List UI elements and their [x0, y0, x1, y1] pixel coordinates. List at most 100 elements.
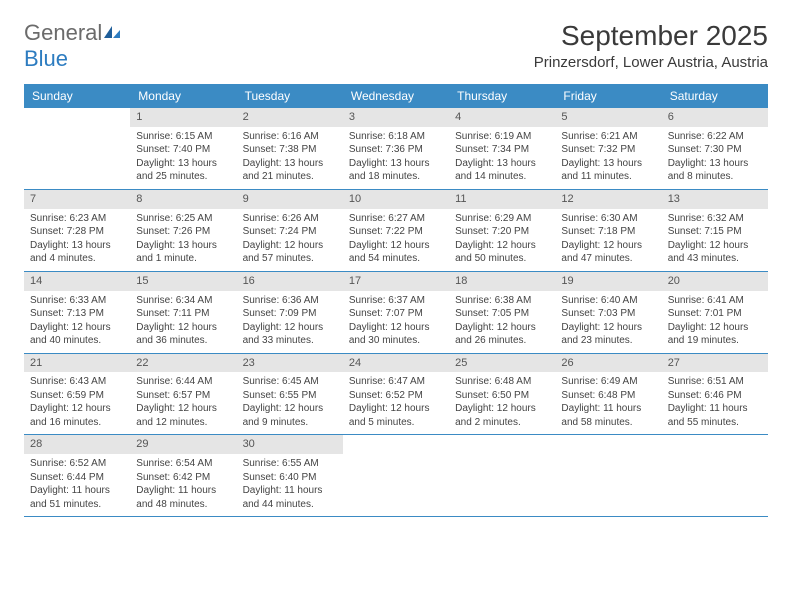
- sunrise-text: Sunrise: 6:49 AM: [561, 375, 655, 389]
- sunset-text: Sunset: 6:40 PM: [243, 471, 337, 485]
- daylight-text-2: and 21 minutes.: [243, 170, 337, 184]
- sunset-text: Sunset: 6:59 PM: [30, 389, 124, 403]
- day-number: [555, 435, 661, 439]
- sunrise-text: Sunrise: 6:40 AM: [561, 294, 655, 308]
- day-cell: 25Sunrise: 6:48 AMSunset: 6:50 PMDayligh…: [449, 354, 555, 435]
- daylight-text-2: and 54 minutes.: [349, 252, 443, 266]
- sunset-text: Sunset: 7:13 PM: [30, 307, 124, 321]
- sunrise-text: Sunrise: 6:51 AM: [668, 375, 762, 389]
- day-cell: 4Sunrise: 6:19 AMSunset: 7:34 PMDaylight…: [449, 108, 555, 189]
- day-body: Sunrise: 6:22 AMSunset: 7:30 PMDaylight:…: [662, 127, 768, 189]
- day-body: Sunrise: 6:21 AMSunset: 7:32 PMDaylight:…: [555, 127, 661, 189]
- daylight-text-2: and 55 minutes.: [668, 416, 762, 430]
- day-header: Sunday: [24, 84, 130, 108]
- daylight-text-1: Daylight: 13 hours: [668, 157, 762, 171]
- sunset-text: Sunset: 6:52 PM: [349, 389, 443, 403]
- day-cell: 26Sunrise: 6:49 AMSunset: 6:48 PMDayligh…: [555, 354, 661, 435]
- logo-word-1: General: [24, 20, 102, 45]
- day-body: Sunrise: 6:23 AMSunset: 7:28 PMDaylight:…: [24, 209, 130, 271]
- day-number: [24, 108, 130, 112]
- daylight-text-1: Daylight: 13 hours: [455, 157, 549, 171]
- daylight-text-2: and 57 minutes.: [243, 252, 337, 266]
- day-number: [662, 435, 768, 439]
- sunrise-text: Sunrise: 6:29 AM: [455, 212, 549, 226]
- day-cell: 8Sunrise: 6:25 AMSunset: 7:26 PMDaylight…: [130, 190, 236, 271]
- day-cell: 23Sunrise: 6:45 AMSunset: 6:55 PMDayligh…: [237, 354, 343, 435]
- day-number: 30: [237, 435, 343, 454]
- sunset-text: Sunset: 7:22 PM: [349, 225, 443, 239]
- sunrise-text: Sunrise: 6:15 AM: [136, 130, 230, 144]
- daylight-text-1: Daylight: 12 hours: [30, 321, 124, 335]
- daylight-text-2: and 9 minutes.: [243, 416, 337, 430]
- daylight-text-2: and 4 minutes.: [30, 252, 124, 266]
- logo: GeneralBlue: [24, 20, 122, 72]
- logo-word-2: Blue: [24, 46, 68, 71]
- daylight-text-1: Daylight: 12 hours: [136, 402, 230, 416]
- sunset-text: Sunset: 7:36 PM: [349, 143, 443, 157]
- daylight-text-1: Daylight: 12 hours: [349, 321, 443, 335]
- day-body: Sunrise: 6:43 AMSunset: 6:59 PMDaylight:…: [24, 372, 130, 434]
- daylight-text-1: Daylight: 11 hours: [243, 484, 337, 498]
- day-header: Tuesday: [237, 84, 343, 108]
- day-number: 1: [130, 108, 236, 127]
- day-cell: 3Sunrise: 6:18 AMSunset: 7:36 PMDaylight…: [343, 108, 449, 189]
- sunrise-text: Sunrise: 6:37 AM: [349, 294, 443, 308]
- sunset-text: Sunset: 7:01 PM: [668, 307, 762, 321]
- day-number: 24: [343, 354, 449, 373]
- day-cell: 13Sunrise: 6:32 AMSunset: 7:15 PMDayligh…: [662, 190, 768, 271]
- daylight-text-1: Daylight: 12 hours: [455, 402, 549, 416]
- day-number: 23: [237, 354, 343, 373]
- daylight-text-1: Daylight: 12 hours: [243, 239, 337, 253]
- sunset-text: Sunset: 7:26 PM: [136, 225, 230, 239]
- daylight-text-1: Daylight: 12 hours: [668, 239, 762, 253]
- daylight-text-2: and 16 minutes.: [30, 416, 124, 430]
- daylight-text-2: and 19 minutes.: [668, 334, 762, 348]
- title-block: September 2025 Prinzersdorf, Lower Austr…: [534, 20, 768, 71]
- day-number: 16: [237, 272, 343, 291]
- sunset-text: Sunset: 7:38 PM: [243, 143, 337, 157]
- day-number: 17: [343, 272, 449, 291]
- daylight-text-2: and 30 minutes.: [349, 334, 443, 348]
- daylight-text-2: and 51 minutes.: [30, 498, 124, 512]
- sunrise-text: Sunrise: 6:32 AM: [668, 212, 762, 226]
- daylight-text-1: Daylight: 12 hours: [243, 402, 337, 416]
- day-cell: 19Sunrise: 6:40 AMSunset: 7:03 PMDayligh…: [555, 272, 661, 353]
- day-body: Sunrise: 6:37 AMSunset: 7:07 PMDaylight:…: [343, 291, 449, 353]
- daylight-text-2: and 23 minutes.: [561, 334, 655, 348]
- sunrise-text: Sunrise: 6:26 AM: [243, 212, 337, 226]
- sunset-text: Sunset: 7:20 PM: [455, 225, 549, 239]
- daylight-text-1: Daylight: 12 hours: [561, 321, 655, 335]
- day-body: Sunrise: 6:55 AMSunset: 6:40 PMDaylight:…: [237, 454, 343, 516]
- daylight-text-2: and 36 minutes.: [136, 334, 230, 348]
- daylight-text-2: and 50 minutes.: [455, 252, 549, 266]
- daylight-text-2: and 48 minutes.: [136, 498, 230, 512]
- day-number: 19: [555, 272, 661, 291]
- sunrise-text: Sunrise: 6:48 AM: [455, 375, 549, 389]
- daylight-text-1: Daylight: 12 hours: [349, 239, 443, 253]
- day-number: 14: [24, 272, 130, 291]
- day-header-row: SundayMondayTuesdayWednesdayThursdayFrid…: [24, 84, 768, 108]
- sunset-text: Sunset: 7:40 PM: [136, 143, 230, 157]
- day-body: Sunrise: 6:16 AMSunset: 7:38 PMDaylight:…: [237, 127, 343, 189]
- sunrise-text: Sunrise: 6:43 AM: [30, 375, 124, 389]
- day-number: 6: [662, 108, 768, 127]
- day-header: Monday: [130, 84, 236, 108]
- day-body: Sunrise: 6:25 AMSunset: 7:26 PMDaylight:…: [130, 209, 236, 271]
- day-cell: 9Sunrise: 6:26 AMSunset: 7:24 PMDaylight…: [237, 190, 343, 271]
- sunset-text: Sunset: 7:30 PM: [668, 143, 762, 157]
- daylight-text-2: and 1 minute.: [136, 252, 230, 266]
- sunrise-text: Sunrise: 6:25 AM: [136, 212, 230, 226]
- daylight-text-1: Daylight: 11 hours: [136, 484, 230, 498]
- day-cell: 6Sunrise: 6:22 AMSunset: 7:30 PMDaylight…: [662, 108, 768, 189]
- day-body: Sunrise: 6:27 AMSunset: 7:22 PMDaylight:…: [343, 209, 449, 271]
- day-cell: [662, 435, 768, 516]
- day-body: Sunrise: 6:26 AMSunset: 7:24 PMDaylight:…: [237, 209, 343, 271]
- daylight-text-1: Daylight: 11 hours: [668, 402, 762, 416]
- sunset-text: Sunset: 6:48 PM: [561, 389, 655, 403]
- day-body: Sunrise: 6:51 AMSunset: 6:46 PMDaylight:…: [662, 372, 768, 434]
- day-cell: 7Sunrise: 6:23 AMSunset: 7:28 PMDaylight…: [24, 190, 130, 271]
- sunset-text: Sunset: 6:42 PM: [136, 471, 230, 485]
- day-cell: 20Sunrise: 6:41 AMSunset: 7:01 PMDayligh…: [662, 272, 768, 353]
- sunset-text: Sunset: 7:11 PM: [136, 307, 230, 321]
- day-cell: 21Sunrise: 6:43 AMSunset: 6:59 PMDayligh…: [24, 354, 130, 435]
